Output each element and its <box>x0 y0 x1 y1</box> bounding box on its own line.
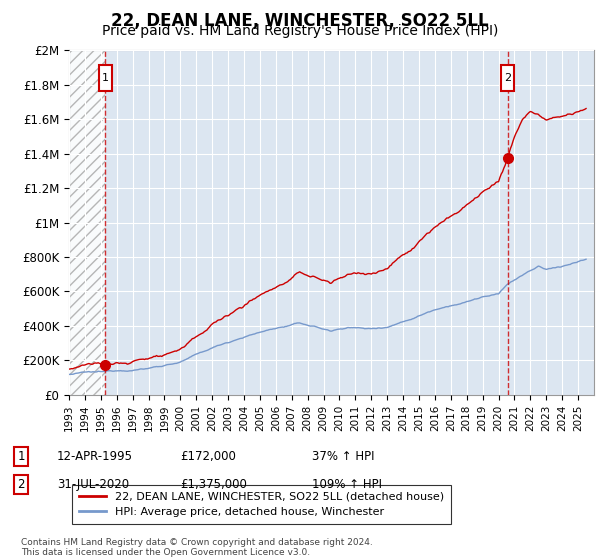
Text: 12-APR-1995: 12-APR-1995 <box>57 450 133 463</box>
22, DEAN LANE, WINCHESTER, SO22 5LL (detached house) <box>519 116 526 123</box>
FancyBboxPatch shape <box>99 65 112 91</box>
HPI: Average price, detached house, Winchester: (2.03e+03, 7.87e+05): Average price, detached house, Wincheste… <box>583 256 590 263</box>
Line: 22, DEAN LANE, WINCHESTER, SO22 5LL (detached house): 22, DEAN LANE, WINCHESTER, SO22 5LL (det… <box>69 109 586 369</box>
Text: Price paid vs. HM Land Registry's House Price Index (HPI): Price paid vs. HM Land Registry's House … <box>102 24 498 38</box>
Text: 37% ↑ HPI: 37% ↑ HPI <box>312 450 374 463</box>
22, DEAN LANE, WINCHESTER, SO22 5LL (detached house) <box>583 105 590 112</box>
22, DEAN LANE, WINCHESTER, SO22 5LL (detached house) <box>65 366 73 372</box>
Legend: 22, DEAN LANE, WINCHESTER, SO22 5LL (detached house), HPI: Average price, detach: 22, DEAN LANE, WINCHESTER, SO22 5LL (det… <box>72 485 451 524</box>
Text: 1: 1 <box>17 450 25 463</box>
22, DEAN LANE, WINCHESTER, SO22 5LL (detached house) <box>181 343 188 350</box>
HPI: Average price, detached house, Winchester: (2.02e+03, 5.95e+05): Average price, detached house, Wincheste… <box>496 289 503 296</box>
HPI: Average price, detached house, Winchester: (2.02e+03, 7.38e+05): Average price, detached house, Wincheste… <box>551 264 558 271</box>
Bar <box>69 50 105 395</box>
22, DEAN LANE, WINCHESTER, SO22 5LL (detached house) <box>401 251 408 258</box>
Text: 2: 2 <box>17 478 25 491</box>
Text: 1: 1 <box>102 73 109 83</box>
22, DEAN LANE, WINCHESTER, SO22 5LL (detached house) <box>496 174 503 181</box>
HPI: Average price, detached house, Winchester: (2e+03, 3.13e+05): Average price, detached house, Wincheste… <box>230 338 237 344</box>
22, DEAN LANE, WINCHESTER, SO22 5LL (detached house) <box>551 114 558 121</box>
HPI: Average price, detached house, Winchester: (2.02e+03, 6.93e+05): Average price, detached house, Wincheste… <box>519 272 526 279</box>
HPI: Average price, detached house, Winchester: (2.01e+03, 4.27e+05): Average price, detached house, Wincheste… <box>401 318 408 325</box>
HPI: Average price, detached house, Winchester: (2e+03, 2.02e+05): Average price, detached house, Wincheste… <box>181 357 188 363</box>
Text: 31-JUL-2020: 31-JUL-2020 <box>57 478 129 491</box>
22, DEAN LANE, WINCHESTER, SO22 5LL (detached house) <box>230 309 237 315</box>
Text: Contains HM Land Registry data © Crown copyright and database right 2024.
This d: Contains HM Land Registry data © Crown c… <box>21 538 373 557</box>
HPI: Average price, detached house, Winchester: (1.99e+03, 1.18e+05): Average price, detached house, Wincheste… <box>65 371 73 378</box>
Text: 109% ↑ HPI: 109% ↑ HPI <box>312 478 382 491</box>
Text: £172,000: £172,000 <box>180 450 236 463</box>
Text: 22, DEAN LANE, WINCHESTER, SO22 5LL: 22, DEAN LANE, WINCHESTER, SO22 5LL <box>111 12 489 30</box>
Text: £1,375,000: £1,375,000 <box>180 478 247 491</box>
FancyBboxPatch shape <box>502 65 514 91</box>
Line: HPI: Average price, detached house, Winchester: HPI: Average price, detached house, Winc… <box>69 259 586 375</box>
Text: 2: 2 <box>504 73 511 83</box>
